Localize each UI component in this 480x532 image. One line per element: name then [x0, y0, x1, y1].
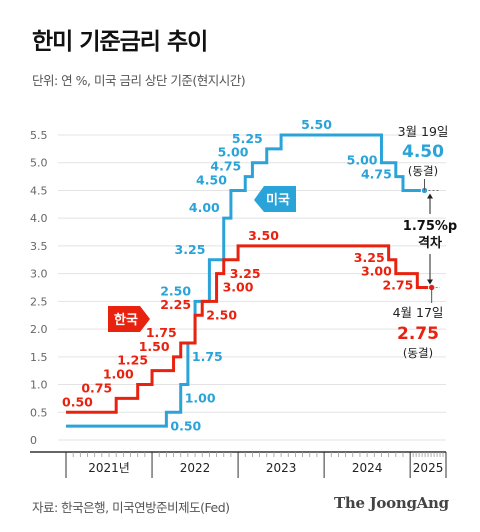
kr-rate-label: 0.75: [81, 380, 112, 395]
us-rate-label: 4.50: [196, 172, 227, 187]
y-tick-label: 2.5: [30, 295, 48, 308]
gap-arrowhead-up: [427, 193, 433, 199]
y-axis: 0 0.5 1.0 1.5 2.0 2.5 3.0 3.5 4.0 4.5 5.0 5.5: [30, 129, 48, 447]
x-tick-label: 2023: [266, 461, 297, 475]
kr-rate-label: 2.75: [382, 278, 413, 293]
kr-annotation-date: 4월 17일: [393, 305, 444, 320]
kr-rate-label: 1.25: [117, 353, 148, 368]
kr-rate-label: 0.50: [62, 394, 93, 409]
us-rate-label: 5.00: [218, 145, 249, 160]
y-tick-label: 1.5: [30, 351, 48, 364]
us-series-tag: 미국: [254, 186, 296, 212]
chart-title: 한미 기준금리 추이: [32, 29, 208, 55]
data-labels: 0.501.001.752.503.254.004.504.755.005.25…: [62, 117, 440, 433]
us-annotation-date: 3월 19일: [398, 124, 449, 139]
kr-rate-label: 3.00: [223, 280, 254, 295]
y-tick-label: 4.0: [30, 212, 48, 225]
kr-rate-label: 3.00: [361, 264, 392, 279]
us-rate-label: 1.75: [192, 349, 223, 364]
kr-series-tag-label: 한국: [114, 312, 138, 328]
x-axis: 2021년 2022 2023 2024 2025: [30, 451, 447, 478]
kr-rate-line: [66, 244, 432, 414]
us-rate-label: 4.00: [189, 200, 220, 215]
kr-rate-label: 1.75: [146, 325, 177, 340]
us-rate-label: 5.50: [301, 117, 332, 132]
us-rate-label: 0.50: [170, 418, 201, 433]
us-rate-label: 1.00: [185, 391, 216, 406]
y-tick-label: 2.0: [30, 323, 48, 336]
gap-arrowhead-down: [427, 279, 433, 285]
kr-annotation-value: 2.75: [397, 324, 439, 344]
kr-rate-label: 2.25: [160, 297, 191, 312]
us-rate-label: 4.75: [210, 159, 241, 174]
x-tick-label: 2025: [413, 461, 444, 475]
x-tick-label: 2024: [352, 461, 383, 475]
us-rate-label: 4.75: [361, 167, 392, 182]
publisher-logo: The JoongAng: [334, 494, 449, 512]
y-tick-label: 0.5: [30, 406, 48, 419]
x-tick-label: 2022: [180, 461, 211, 475]
us-annotation-note: (동결): [408, 164, 438, 178]
chart-unit-note: 단위: 연 %, 미국 금리 상단 기준(현지시간): [32, 73, 246, 88]
us-rate-label: 5.00: [347, 153, 378, 168]
kr-rate-label: 3.25: [230, 266, 261, 281]
kr-annotation-note: (동결): [403, 346, 433, 360]
y-tick-label: 0: [30, 434, 37, 447]
kr-series-tag: 한국: [108, 306, 150, 332]
kr-rate-label: 2.50: [206, 307, 237, 322]
y-tick-label: 3.0: [30, 268, 48, 281]
source-note: 자료: 한국은행, 미국연방준비제도(Fed): [32, 500, 230, 515]
y-tick-label: 3.5: [30, 240, 48, 253]
gap-label-text: 격차: [418, 235, 442, 251]
us-rate-label: 2.50: [160, 283, 191, 298]
x-tick-label: 2021년: [88, 461, 130, 475]
us-rate-label: 5.25: [232, 131, 263, 146]
us-rate-line: [66, 133, 425, 428]
y-tick-label: 5.5: [30, 129, 48, 142]
kr-rate-label: 3.25: [354, 250, 385, 265]
y-tick-label: 1.0: [30, 379, 48, 392]
y-tick-label: 5.0: [30, 157, 48, 170]
us-annotation-value: 4.50: [402, 142, 444, 162]
kr-rate-label: 1.00: [103, 367, 134, 382]
gap-label-value: 1.75%p: [403, 219, 457, 234]
annotations: 3월 19일 4.50 (동결) 1.75%p 격차 4월 17일 2.75 (…: [393, 124, 458, 360]
y-tick-label: 4.5: [30, 184, 48, 197]
us-rate-label: 3.25: [175, 242, 206, 257]
us-series-tag-label: 미국: [266, 192, 290, 208]
kr-rate-label: 1.50: [139, 339, 170, 354]
kr-rate-label: 3.50: [248, 228, 279, 243]
